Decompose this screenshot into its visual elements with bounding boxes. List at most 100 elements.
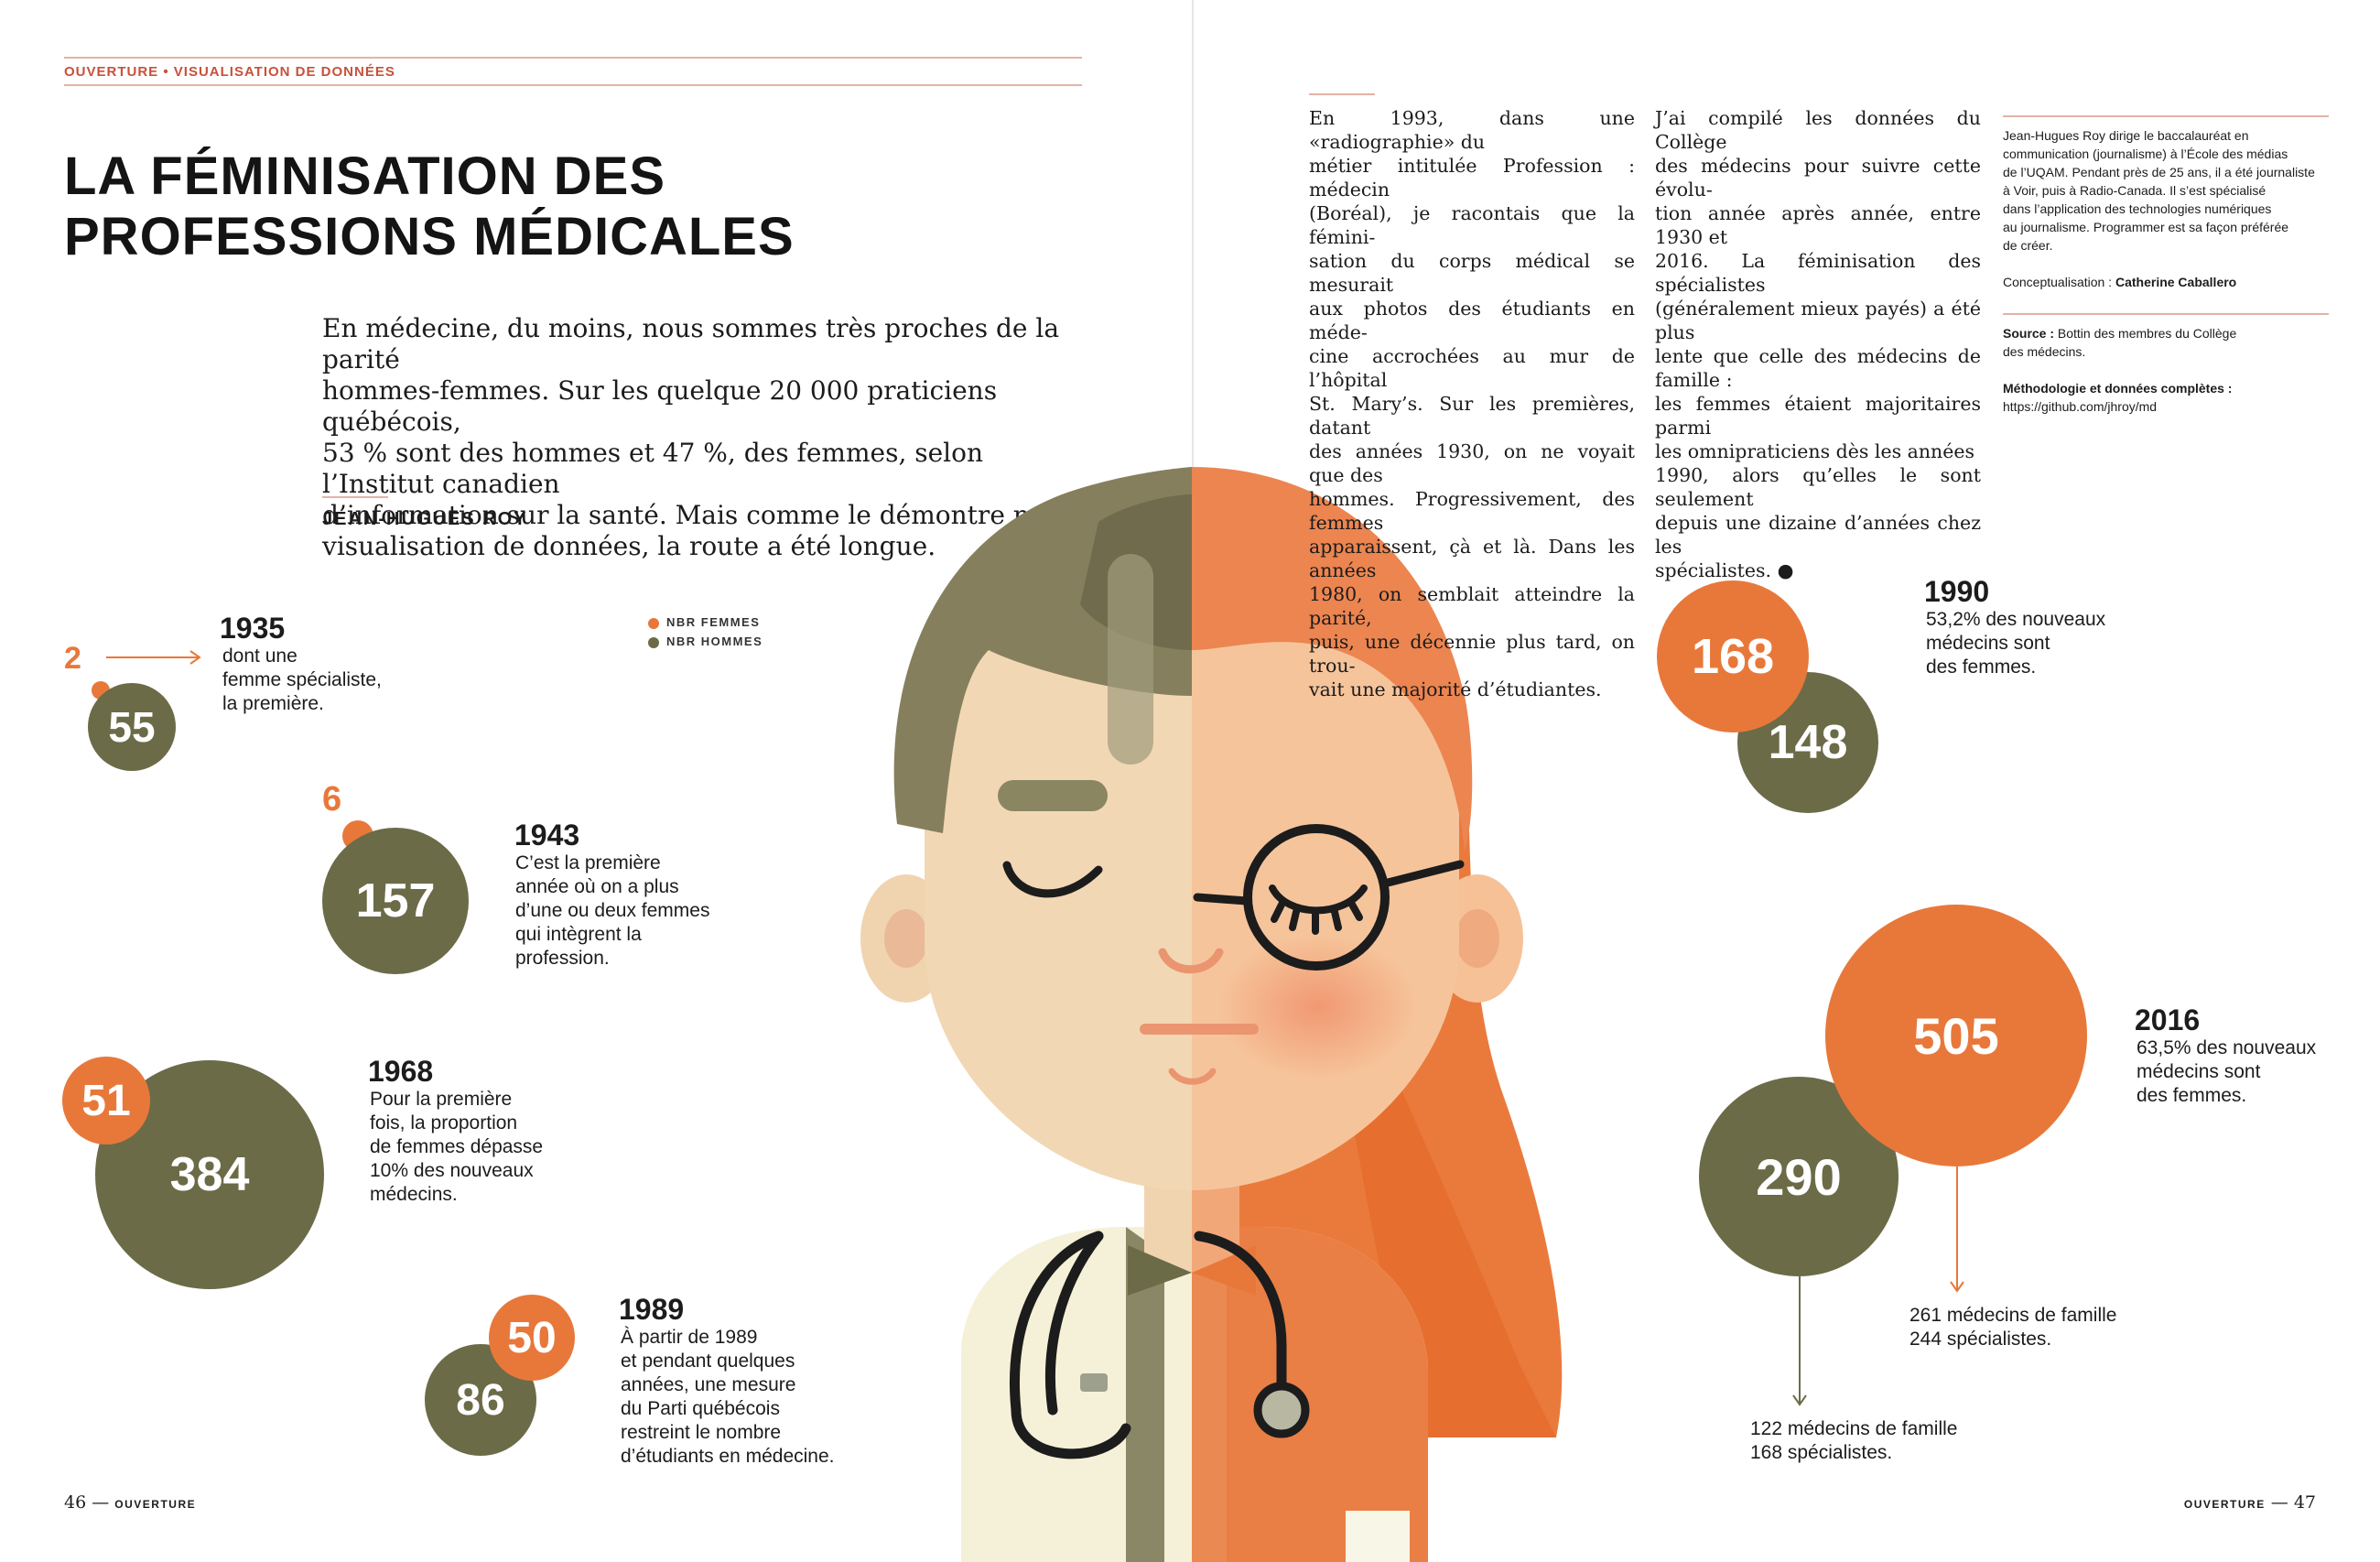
section-name: OUVERTURE xyxy=(64,64,159,80)
arrow-1935 xyxy=(106,650,201,665)
note-line: de femmes dépasse xyxy=(370,1136,544,1157)
article-line: En 1993, dans une «radiographie» du xyxy=(1309,107,1635,153)
article-line: des médecins pour suivre cette évolu- xyxy=(1655,155,1981,201)
men-count-1990: 148 xyxy=(1768,716,1848,769)
men-count-2016: 290 xyxy=(1756,1147,1842,1206)
legend-women-label: NBR FEMMES xyxy=(666,615,761,629)
article-line: aux photos des étudiants en méde- xyxy=(1309,298,1635,343)
footer-dash: — xyxy=(92,1492,110,1513)
men-circle-1935: 55 xyxy=(88,683,176,771)
lead-line: En médecine, du moins, nous sommes très … xyxy=(322,313,1060,374)
glasses xyxy=(1193,824,1465,971)
legend-men-dot xyxy=(648,636,659,648)
note-line: d’une ou deux femmes xyxy=(515,900,710,921)
byline: JEAN-HUGUES ROY xyxy=(322,509,528,529)
footer-label-right: OUVERTURE xyxy=(2183,1498,2266,1511)
note-line: dont une xyxy=(222,645,298,667)
note-line: femme spécialiste, xyxy=(222,669,382,690)
header-rule-top xyxy=(64,57,1082,59)
note-line: médecins sont xyxy=(2137,1061,2261,1082)
women-count-1989: 50 xyxy=(507,1313,557,1362)
women-breakdown-2016: 261 médecins de famille 244 spécialistes… xyxy=(1909,1304,2116,1351)
bio-line: de créer. xyxy=(2003,238,2053,253)
note-line: 244 spécialistes. xyxy=(1909,1329,2052,1350)
note-line: C’est la première xyxy=(515,852,661,873)
female-hair-front xyxy=(1192,467,1473,852)
author-bio: Jean-Hugues Roy dirige le baccalauréat e… xyxy=(2003,126,2329,255)
concept-name: Catherine Caballero xyxy=(2115,275,2237,289)
coat xyxy=(961,1227,1428,1562)
women-count-1935: 2 xyxy=(64,641,81,676)
source-label: Source : xyxy=(2003,326,2055,341)
left-ear-inner xyxy=(884,909,928,968)
right-ear-inner xyxy=(1455,909,1499,968)
face-right xyxy=(1192,549,1459,1190)
note-line: restreint le nombre xyxy=(621,1422,782,1443)
left-eyebrow xyxy=(998,780,1108,811)
lead-paragraph: En médecine, du moins, nous sommes très … xyxy=(322,313,1091,562)
concept-label: Conceptualisation : xyxy=(2003,275,2113,289)
note-line: médecins. xyxy=(370,1184,458,1205)
note-line: 261 médecins de famille xyxy=(1909,1305,2117,1326)
women-circle-2016: 505 xyxy=(1825,905,2087,1166)
source-text: des médecins. xyxy=(2003,344,2086,359)
bio-line: de l’UQAM. Pendant près de 25 ans, il a … xyxy=(2003,165,2315,179)
article-line: des années 1930, on ne voyait que des xyxy=(1309,440,1635,486)
women-circle-1989: 50 xyxy=(489,1295,575,1381)
year-1935: 1935 xyxy=(220,612,286,645)
legend-men-label: NBR HOMMES xyxy=(666,635,763,648)
article-line: sation du corps médical se mesurait xyxy=(1309,250,1635,296)
legend-women: NBR FEMMES xyxy=(648,615,763,629)
byline-rule xyxy=(322,496,388,498)
article-line: spécialistes. ● xyxy=(1655,559,1794,581)
method-link[interactable]: https://github.com/jhroy/md xyxy=(2003,399,2158,414)
note-line: 168 spécialistes. xyxy=(1750,1442,1893,1463)
lead-line: hommes-femmes. Sur les quelque 20 000 pr… xyxy=(322,375,998,437)
note-line: Pour la première xyxy=(370,1089,513,1110)
women-count-1943: 6 xyxy=(322,780,342,819)
coat-pocket xyxy=(1346,1511,1410,1562)
note-line: année où on a plus xyxy=(515,876,679,897)
article-line: apparaissent, çà et là. Dans les années xyxy=(1309,536,1635,581)
article-line: (Boréal), je racontais que la fémini- xyxy=(1309,202,1635,248)
note-2016: 63,5% des nouveaux médecins sont des fem… xyxy=(2137,1036,2316,1108)
women-count-1968: 51 xyxy=(81,1076,131,1125)
footer-dash: — xyxy=(2270,1492,2288,1513)
bio-line: communication (journalisme) à l’École de… xyxy=(2003,146,2288,161)
note-line: du Parti québécois xyxy=(621,1398,780,1419)
women-circle-1990: 168 xyxy=(1657,580,1809,732)
note-line: des femmes. xyxy=(1926,656,2037,678)
note-1935: dont une femme spécialiste, la première. xyxy=(222,645,382,716)
legend: NBR FEMMES NBR HOMMES xyxy=(648,615,763,648)
chin xyxy=(1168,1068,1217,1085)
article-line: St. Mary’s. Sur les premières, datant xyxy=(1309,393,1635,439)
note-line: d’étudiants en médecine. xyxy=(621,1446,835,1467)
article-column-2: J’ai compilé les données du Collège des … xyxy=(1655,106,1981,582)
article-line: lente que celle des médecins de famille … xyxy=(1655,345,1981,391)
doctor-illustration xyxy=(860,467,1563,1562)
note-line: médecins sont xyxy=(1926,633,2050,654)
article-rule xyxy=(1309,93,1375,95)
section-separator: • xyxy=(158,64,174,80)
sidebar-rule-mid xyxy=(2003,313,2329,315)
men-count-1935: 55 xyxy=(108,703,156,751)
article-line: tion année après année, entre 1930 et xyxy=(1655,202,1981,248)
source: Source : Bottin des membres du Collège d… xyxy=(2003,324,2236,361)
lead-line: d’information sur la santé. Mais comme l… xyxy=(322,500,1083,530)
page-number-left: 46 xyxy=(64,1492,87,1513)
footer-label-left: OUVERTURE xyxy=(114,1498,197,1511)
note-1968: Pour la première fois, la proportion de … xyxy=(370,1088,543,1207)
men-count-1989: 86 xyxy=(456,1375,505,1425)
note-line: qui intègrent la xyxy=(515,924,642,945)
year-2016: 2016 xyxy=(2135,1003,2201,1036)
section-label: OUVERTURE • VISUALISATION DE DONNÉES xyxy=(64,64,395,80)
men-count-1943: 157 xyxy=(355,874,436,927)
footer-right: OUVERTURE — 47 xyxy=(2184,1492,2316,1513)
sidebar-rule-top xyxy=(2003,115,2329,117)
article-line: les femmes étaient majoritaires parmi xyxy=(1655,393,1981,439)
note-line: fois, la proportion xyxy=(370,1112,518,1134)
men-count-1968: 384 xyxy=(169,1148,250,1201)
article-line: métier intitulée Profession : médecin xyxy=(1309,155,1635,201)
women-count-1990: 168 xyxy=(1691,629,1775,684)
conceptualisation: Conceptualisation : Catherine Caballero xyxy=(2003,273,2236,291)
